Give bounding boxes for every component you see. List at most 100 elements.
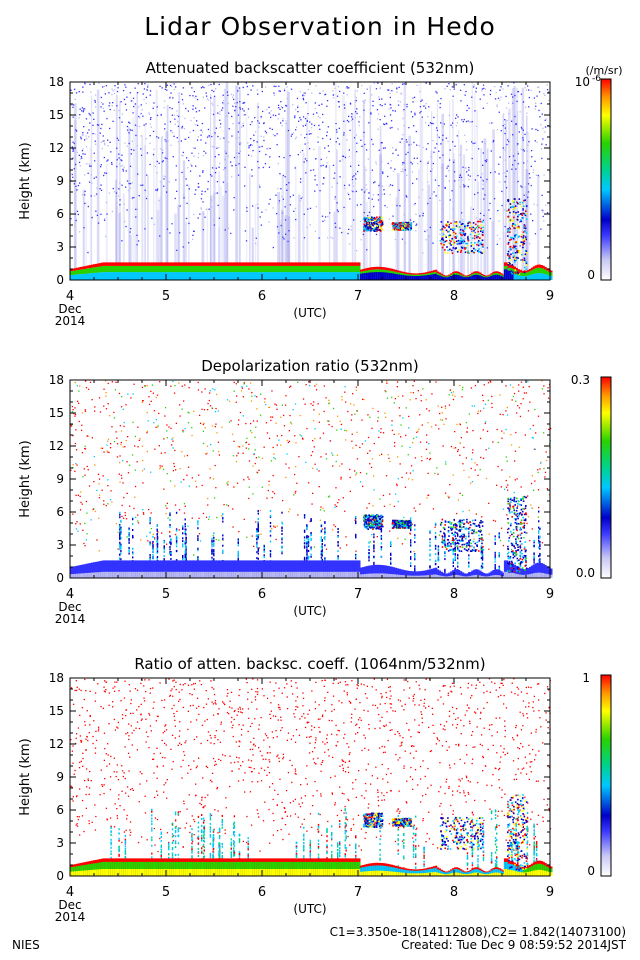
noise-pixel — [138, 115, 140, 118]
noise-pixel — [438, 136, 440, 139]
noise-pixel — [157, 188, 159, 190]
noise-pixel — [267, 489, 269, 492]
noise-pixel — [191, 434, 193, 437]
noise-pixel — [181, 93, 183, 95]
noise-pixel — [516, 100, 518, 103]
noise-pixel — [300, 197, 302, 200]
noise-pixel — [121, 113, 124, 115]
cloud-pixel — [514, 205, 517, 207]
noise-pixel — [280, 188, 282, 190]
noise-pixel — [505, 175, 507, 178]
noise-pixel — [519, 221, 521, 223]
cloud-pixel — [447, 230, 449, 233]
noise-pixel — [325, 165, 328, 167]
noise-pixel — [80, 155, 82, 158]
cloud-pixel — [533, 545, 535, 547]
noise-pixel — [341, 231, 343, 234]
boundary-layer-band — [242, 265, 246, 273]
noise-pixel — [106, 444, 108, 446]
noise-pixel — [342, 497, 344, 499]
noise-pixel — [350, 419, 353, 421]
noise-pixel — [96, 124, 99, 126]
noise-pixel — [521, 128, 523, 130]
noise-pixel — [390, 120, 393, 122]
noise-pixel — [408, 427, 410, 429]
noise-pixel — [211, 102, 213, 104]
noise-pixel — [543, 220, 545, 222]
boundary-layer-band — [81, 269, 84, 274]
noise-pixel — [488, 447, 490, 449]
noise-pixel — [427, 161, 430, 163]
noise-pixel — [370, 112, 372, 114]
boundary-layer-band — [133, 272, 136, 280]
boundary-layer-band — [344, 262, 348, 266]
cloud-pixel — [372, 224, 374, 227]
boundary-layer-band — [367, 270, 371, 275]
noise-pixel — [192, 129, 195, 132]
noise-pixel — [403, 516, 405, 519]
noise-pixel — [111, 381, 113, 383]
boundary-layer-band — [102, 262, 106, 266]
boundary-layer-band — [515, 274, 518, 280]
boundary-layer-band — [258, 262, 261, 266]
noise-pixel — [260, 393, 262, 395]
noise-pixel — [490, 150, 492, 152]
boundary-layer-band — [421, 272, 424, 275]
noise-pixel — [445, 137, 447, 139]
noise-pixel — [171, 85, 173, 88]
noise-pixel — [233, 98, 235, 100]
cloud-pixel — [511, 208, 514, 211]
noise-pixel — [482, 400, 484, 402]
signal-streak — [158, 197, 162, 280]
boundary-layer-band — [229, 272, 232, 280]
cloud-pixel — [447, 249, 449, 252]
noise-pixel — [535, 174, 538, 176]
boundary-layer-band — [484, 275, 488, 277]
noise-pixel — [216, 181, 219, 183]
noise-pixel — [302, 438, 304, 440]
noise-pixel — [225, 191, 227, 193]
noise-pixel — [506, 460, 508, 462]
noise-pixel — [214, 132, 216, 134]
noise-pixel — [464, 94, 466, 96]
noise-pixel — [545, 204, 547, 206]
noise-pixel — [197, 186, 199, 188]
noise-pixel — [535, 432, 537, 434]
noise-pixel — [130, 153, 132, 155]
noise-pixel — [212, 104, 214, 106]
noise-pixel — [527, 191, 530, 193]
boundary-layer-band — [386, 270, 390, 275]
noise-pixel — [319, 92, 321, 94]
noise-pixel — [254, 131, 257, 133]
boundary-layer-band — [519, 275, 522, 280]
noise-pixel — [401, 164, 404, 166]
noise-pixel — [347, 87, 349, 89]
noise-pixel — [292, 132, 295, 134]
signal-streak — [201, 211, 205, 280]
boundary-layer-band — [348, 265, 351, 273]
signal-streak — [226, 182, 229, 280]
noise-pixel — [504, 149, 506, 151]
cloud-pixel — [459, 228, 462, 231]
noise-pixel — [153, 102, 155, 104]
boundary-layer-band — [407, 274, 411, 277]
cloud-pixel — [525, 213, 528, 215]
noise-pixel — [406, 106, 408, 108]
noise-pixel — [177, 115, 180, 118]
noise-pixel — [111, 426, 113, 428]
noise-pixel — [144, 83, 146, 85]
noise-pixel — [252, 420, 255, 422]
cloud-pixel — [455, 221, 458, 223]
noise-pixel — [382, 172, 384, 174]
cloud-pixel — [462, 230, 465, 233]
noise-pixel — [98, 550, 100, 552]
noise-pixel — [339, 176, 341, 178]
noise-pixel — [344, 391, 346, 393]
noise-pixel — [252, 205, 254, 207]
boundary-layer-band — [498, 273, 501, 277]
noise-pixel — [172, 437, 174, 439]
noise-pixel — [233, 156, 236, 159]
cloud-pixel — [479, 237, 481, 239]
cloud-pixel — [363, 223, 365, 226]
noise-pixel — [81, 134, 83, 136]
